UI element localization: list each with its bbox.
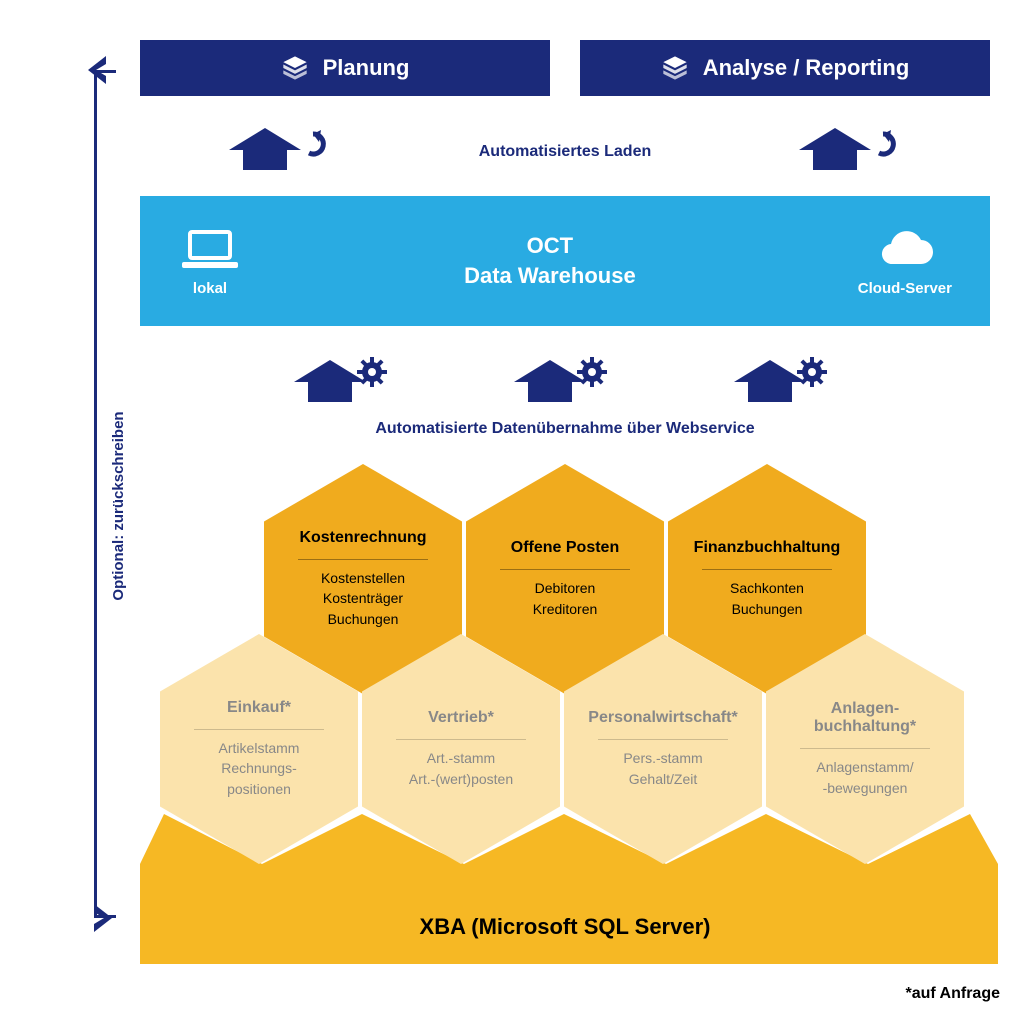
- hex-body: Pers.-stammGehalt/Zeit: [623, 748, 702, 789]
- planning-box: Planung: [140, 40, 550, 96]
- hex-title: Anlagen-buchhaltung*: [814, 700, 916, 736]
- cloud-icon: [873, 226, 937, 274]
- oct-cloud: Cloud-Server: [858, 226, 952, 297]
- writeback-label: Optional: zurückschreiben: [110, 411, 127, 600]
- bracket-line: [94, 70, 97, 918]
- layers-icon: [281, 54, 309, 82]
- flow-label-mid: Automatisierte Datenübernahme über Webse…: [140, 420, 990, 438]
- hex-title: Vertrieb*: [428, 709, 494, 727]
- oct-title-line1: OCT: [464, 231, 636, 261]
- oct-cloud-label: Cloud-Server: [858, 280, 952, 297]
- oct-title-line2: Data Warehouse: [464, 261, 636, 291]
- arrow-gear-icon: [730, 352, 840, 412]
- xba-label: XBA (Microsoft SQL Server): [140, 914, 990, 940]
- oct-local-label: lokal: [193, 280, 227, 297]
- hex-area: Kostenrechnung KostenstellenKostenträgerB…: [140, 464, 990, 954]
- arrow-gear-icon: [290, 352, 400, 412]
- oct-local: lokal: [178, 226, 242, 297]
- hex-title: Personalwirtschaft*: [588, 709, 737, 727]
- hex-divider: [702, 569, 832, 570]
- hex-title: Einkauf*: [227, 699, 291, 717]
- arrow-gear-icon: [510, 352, 620, 412]
- hex-title: Kostenrechnung: [299, 529, 426, 547]
- hex-divider: [800, 748, 930, 749]
- bracket-arrow-bottom-icon: [78, 896, 122, 940]
- hex-body: Anlagenstamm/-bewegungen: [816, 757, 913, 798]
- flow-arrows-top: Automatisiertes Laden: [140, 120, 990, 184]
- top-buttons-row: Planung Analyse / Reporting: [140, 40, 990, 96]
- hex-divider: [194, 729, 324, 730]
- arrow-refresh-icon: [795, 120, 905, 185]
- hex-body: ArtikelstammRechnungs-positionen: [219, 738, 300, 799]
- hex-body: KostenstellenKostenträgerBuchungen: [321, 568, 405, 629]
- footnote: *auf Anfrage: [905, 985, 1000, 1003]
- flow-arrows-mid: [140, 352, 990, 412]
- planning-label: Planung: [323, 55, 410, 81]
- hex-divider: [500, 569, 630, 570]
- hex-title: Finanzbuchhaltung: [694, 539, 841, 557]
- hex-body: DebitorenKreditoren: [533, 578, 598, 619]
- layers-icon: [661, 54, 689, 82]
- hex-body: Art.-stammArt.-(wert)posten: [409, 748, 513, 789]
- diagram-content: Planung Analyse / Reporting Automatisier…: [140, 40, 990, 954]
- writeback-bracket: [70, 48, 110, 940]
- hex-divider: [598, 739, 728, 740]
- laptop-icon: [178, 226, 242, 274]
- hex-body: SachkontenBuchungen: [730, 578, 804, 619]
- hex-title: Offene Posten: [511, 539, 619, 557]
- bracket-arrow-top-icon: [78, 48, 122, 92]
- oct-data-warehouse: lokal OCT Data Warehouse Cloud-Server: [140, 196, 990, 326]
- hex-divider: [396, 739, 526, 740]
- reporting-label: Analyse / Reporting: [703, 55, 910, 81]
- flow-label-top: Automatisiertes Laden: [479, 143, 651, 161]
- arrow-refresh-icon: [225, 120, 335, 185]
- oct-title: OCT Data Warehouse: [464, 231, 636, 290]
- reporting-box: Analyse / Reporting: [580, 40, 990, 96]
- hex-divider: [298, 559, 428, 560]
